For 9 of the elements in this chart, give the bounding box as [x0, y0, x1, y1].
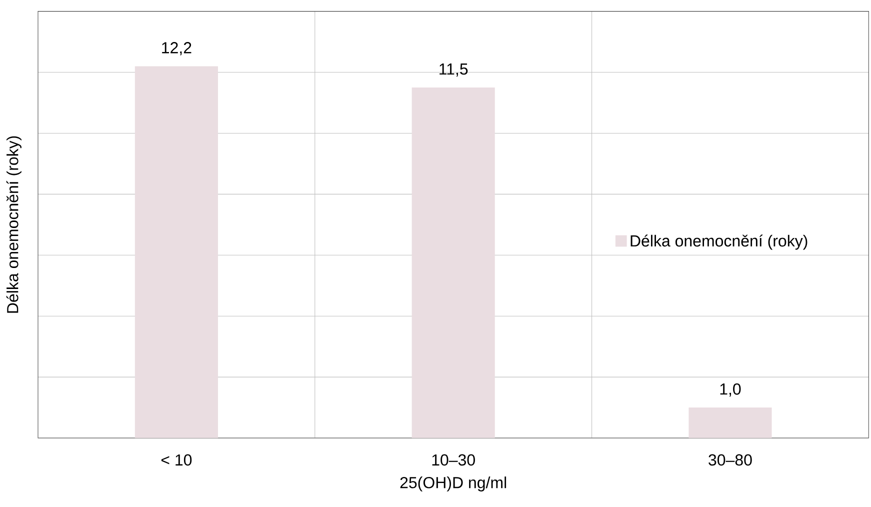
x-tick-label: < 10 [161, 454, 192, 466]
data-label: 11,5 [440, 64, 468, 77]
data-label: 12,2 [162, 42, 192, 56]
data-label: 1,0 [720, 383, 741, 397]
legend-label: Délka onemocnění (roky) [630, 234, 808, 250]
x-axis-title: 25(OH)D ng/ml [400, 476, 506, 492]
y-axis-title: Délka onemocnění (roky) [6, 136, 22, 313]
x-tick-label: 10–30 [432, 454, 475, 466]
x-tick-label: 30–80 [708, 454, 752, 466]
